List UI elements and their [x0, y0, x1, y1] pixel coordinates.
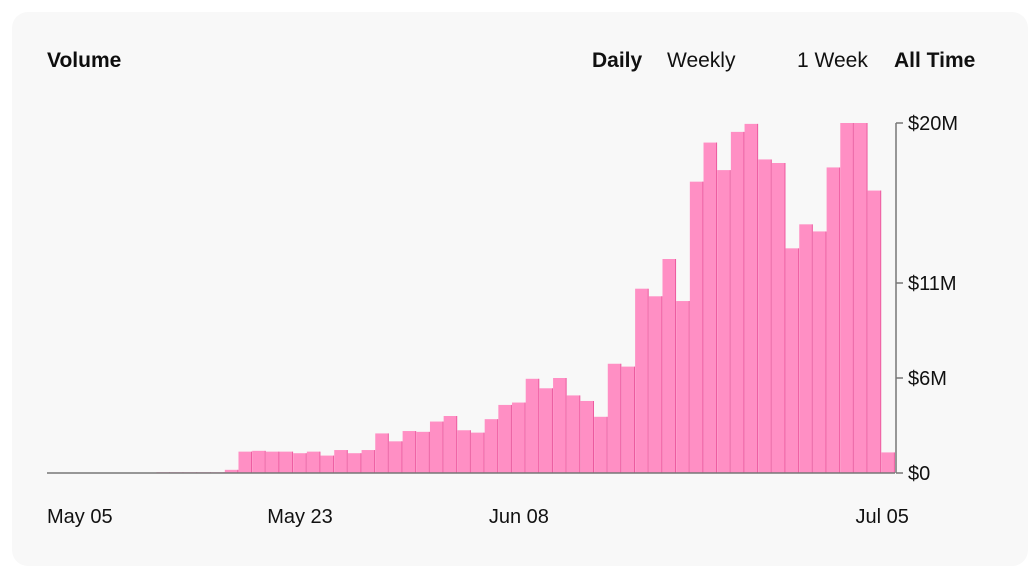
bar-may-25[interactable] — [320, 455, 334, 473]
bar-jun-10[interactable] — [539, 388, 553, 473]
bar-jul-01[interactable] — [826, 167, 840, 473]
bar-may-29[interactable] — [375, 433, 389, 473]
bar-jun-17[interactable] — [635, 288, 649, 473]
bar-may-19[interactable] — [238, 451, 252, 474]
bar-jun-11[interactable] — [553, 378, 567, 473]
bar-jun-03[interactable] — [443, 416, 457, 473]
x-tick-label: May 23 — [267, 506, 333, 528]
bar-may-27[interactable] — [347, 453, 361, 473]
bar-jun-20[interactable] — [676, 301, 690, 473]
bar-may-24[interactable] — [306, 451, 320, 474]
bar-may-20[interactable] — [252, 450, 266, 473]
toggle-all-time[interactable]: All Time — [894, 49, 976, 72]
bar-jun-28[interactable] — [785, 248, 799, 473]
bar-jun-19[interactable] — [662, 259, 676, 473]
toggle-1-week[interactable]: 1 Week — [797, 49, 868, 72]
bar-may-28[interactable] — [361, 450, 375, 473]
chart-title: Volume — [47, 49, 122, 72]
bar-jun-15[interactable] — [607, 363, 621, 473]
bar-jun-27[interactable] — [771, 163, 785, 473]
bar-jun-29[interactable] — [799, 224, 813, 473]
bar-jun-24[interactable] — [730, 131, 744, 473]
bar-jul-05[interactable] — [881, 452, 895, 473]
bar-may-22[interactable] — [279, 451, 293, 474]
bar-may-23[interactable] — [293, 453, 307, 473]
bar-jul-03[interactable] — [853, 123, 868, 473]
bar-jul-02[interactable] — [840, 123, 854, 473]
bar-may-31[interactable] — [402, 431, 416, 473]
bar-may-26[interactable] — [334, 450, 348, 473]
bar-may-18[interactable] — [224, 469, 238, 473]
x-tick-label: Jun 08 — [489, 506, 549, 528]
bar-jul-04[interactable] — [867, 190, 881, 473]
bar-jun-23[interactable] — [717, 170, 731, 474]
axes-group: $20M $11M $6M $0 May 05 May 23 Jun 08 Jul 05 — [47, 113, 958, 528]
y-tick-label: $11M — [908, 273, 957, 295]
bar-jun-25[interactable] — [744, 123, 758, 473]
bar-may-21[interactable] — [265, 451, 279, 474]
bar-jun-14[interactable] — [594, 416, 608, 473]
bar-jun-16[interactable] — [621, 366, 635, 473]
bar-jun-04[interactable] — [457, 430, 471, 473]
toggle-weekly[interactable]: Weekly — [667, 49, 736, 72]
bar-jun-21[interactable] — [689, 181, 703, 474]
bar-jun-18[interactable] — [648, 296, 662, 473]
bar-jun-01[interactable] — [416, 431, 430, 473]
bar-jun-07[interactable] — [498, 404, 512, 473]
x-tick-label: May 05 — [47, 506, 113, 528]
bars-group — [156, 123, 895, 474]
bar-jun-22[interactable] — [703, 142, 717, 473]
bar-jun-09[interactable] — [525, 378, 539, 473]
y-tick-label: $6M — [908, 368, 947, 390]
bar-jun-05[interactable] — [471, 432, 485, 474]
bar-jun-26[interactable] — [758, 159, 772, 473]
bar-may-30[interactable] — [388, 441, 403, 473]
bar-jun-06[interactable] — [484, 419, 498, 473]
bar-jun-12[interactable] — [566, 395, 580, 473]
bar-jun-30[interactable] — [812, 231, 827, 473]
x-tick-label: Jul 05 — [855, 506, 908, 528]
bar-jun-13[interactable] — [580, 400, 594, 473]
y-tick-label: $20M — [908, 113, 958, 135]
y-tick-label: $0 — [908, 463, 930, 485]
bar-jun-02[interactable] — [429, 421, 444, 473]
toggle-daily[interactable]: Daily — [592, 49, 643, 72]
bar-jun-08[interactable] — [512, 402, 526, 473]
